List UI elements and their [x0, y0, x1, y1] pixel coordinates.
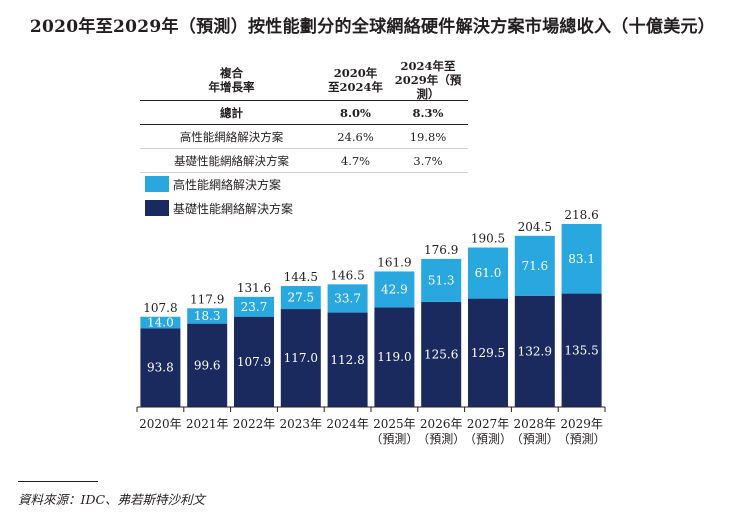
cagr-row-basic: 基礎性能網絡解決方案 4.7% 3.7% [140, 149, 468, 173]
cagr-row-value: 19.8% [409, 129, 447, 144]
bar-basic [140, 328, 181, 407]
bar-basic [561, 293, 602, 407]
cagr-row-value: 8.0% [340, 105, 371, 120]
x-tick-label: 2025年 [373, 417, 416, 431]
cagr-row-value: 4.7% [340, 153, 371, 168]
cagr-row-label: 基礎性能網絡解決方案 [174, 153, 289, 168]
data-label-basic: 112.8 [330, 353, 364, 367]
data-label-basic: 135.5 [564, 343, 598, 357]
cagr-header-period1: 2020年 至2024年 [327, 66, 383, 94]
cagr-row-label: 高性能網絡解決方案 [179, 129, 284, 144]
data-label-high: 14.0 [147, 316, 174, 330]
x-tick-label: 2027年 [467, 417, 510, 431]
data-label-high: 42.9 [381, 282, 408, 296]
data-label-total: 218.6 [564, 208, 598, 222]
x-tick-label: 2020年 [139, 417, 182, 431]
bar-high [327, 284, 368, 313]
x-tick-label: 2028年 [514, 417, 557, 431]
x-tick-label: 2029年 [560, 417, 603, 431]
bar-basic [421, 301, 462, 407]
bar-basic [187, 323, 228, 407]
data-label-total: 107.8 [143, 301, 177, 315]
legend-label-high: 高性能網絡解決方案 [173, 177, 282, 192]
legend: 高性能網絡解決方案 基礎性能網絡解決方案 [145, 174, 293, 222]
data-label-high: 23.7 [241, 300, 268, 314]
data-label-basic: 132.9 [518, 344, 552, 358]
cagr-header-label: 複合 年增長率 [208, 66, 255, 94]
source-divider [18, 481, 98, 482]
bar-basic [514, 295, 555, 407]
data-label-total: 161.9 [377, 255, 411, 269]
bar-basic [468, 298, 508, 407]
bar-basic [374, 307, 415, 407]
bar-high [280, 286, 321, 310]
data-label-basic: 117.0 [284, 351, 318, 365]
data-label-total: 131.6 [237, 281, 271, 295]
bar-high [187, 308, 228, 324]
bar-high [234, 296, 274, 317]
cagr-table: 複合 年增長率 2020年 至2024年 2024年至 2029年（預測） 總計… [140, 59, 468, 173]
x-tick-label: 2023年 [280, 417, 323, 431]
x-tick-label: （預測） [558, 432, 606, 446]
bar-basic [234, 316, 274, 407]
x-tick-label: 2021年 [186, 417, 229, 431]
source-note: 資料來源：IDC、弗若斯特沙利文 [18, 492, 206, 507]
data-label-high: 61.0 [475, 266, 502, 280]
cagr-header-period2: 2024年至 2029年（預測） [394, 59, 462, 101]
bar-high [514, 235, 555, 296]
data-label-high: 71.6 [521, 259, 548, 273]
bar-basic [280, 309, 321, 407]
data-label-total: 204.5 [518, 220, 552, 234]
legend-item-high: 高性能網絡解決方案 [145, 174, 293, 194]
legend-swatch-high [145, 176, 169, 192]
chart-title: 2020年至2029年（預測）按性能劃分的全球網絡硬件解決方案市場總收入（十億美… [29, 17, 716, 37]
cagr-header-row: 複合 年增長率 2020年 至2024年 2024年至 2029年（預測） [140, 59, 468, 101]
data-label-high: 51.3 [428, 273, 455, 287]
x-tick-label: （預測） [464, 432, 512, 446]
x-tick-label: 2022年 [233, 417, 276, 431]
data-label-basic: 107.9 [237, 355, 271, 369]
x-tick-label: 2024年 [326, 417, 369, 431]
data-label-high: 83.1 [568, 252, 595, 266]
data-label-basic: 129.5 [471, 346, 505, 360]
data-label-basic: 99.6 [194, 358, 221, 372]
bar-high [421, 258, 462, 302]
data-label-total: 144.5 [284, 270, 318, 284]
cagr-row-high: 高性能網絡解決方案 24.6% 19.8% [140, 125, 468, 149]
data-label-high: 18.3 [194, 309, 221, 323]
bar-high [374, 271, 415, 308]
x-tick-label: （預測） [511, 432, 559, 446]
data-label-total: 190.5 [471, 232, 505, 246]
data-label-basic: 125.6 [424, 347, 458, 361]
data-label-basic: 119.0 [377, 350, 411, 364]
data-label-high: 27.5 [287, 291, 314, 305]
bar-high [561, 224, 602, 294]
cagr-row-total: 總計 8.0% 8.3% [140, 101, 468, 125]
data-label-basic: 93.8 [147, 361, 174, 375]
x-tick-label: （預測） [417, 432, 465, 446]
x-tick-label: （預測） [370, 432, 418, 446]
x-tick-label: 2026年 [420, 417, 463, 431]
data-label-total: 117.9 [190, 292, 224, 306]
bar-high [140, 316, 181, 329]
cagr-row-value: 24.6% [337, 129, 374, 144]
legend-swatch-basic [145, 200, 169, 216]
data-label-total: 176.9 [424, 243, 458, 257]
data-label-high: 33.7 [334, 291, 361, 305]
cagr-row-value: 8.3% [412, 105, 444, 120]
bar-basic [327, 312, 368, 407]
cagr-row-label: 總計 [220, 105, 243, 120]
data-label-total: 146.5 [330, 268, 364, 282]
legend-item-basic: 基礎性能網絡解決方案 [145, 198, 293, 218]
cagr-row-value: 3.7% [413, 153, 443, 168]
legend-label-basic: 基礎性能網絡解決方案 [173, 201, 294, 216]
bar-high [468, 247, 508, 299]
